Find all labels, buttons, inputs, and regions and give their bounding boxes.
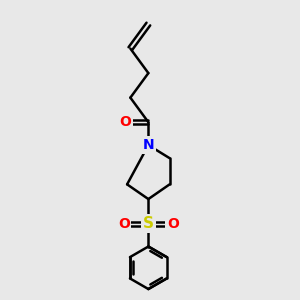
Text: O: O — [119, 115, 131, 129]
Text: O: O — [118, 217, 130, 231]
Text: N: N — [142, 138, 154, 152]
Text: O: O — [167, 217, 179, 231]
Text: S: S — [143, 216, 154, 231]
